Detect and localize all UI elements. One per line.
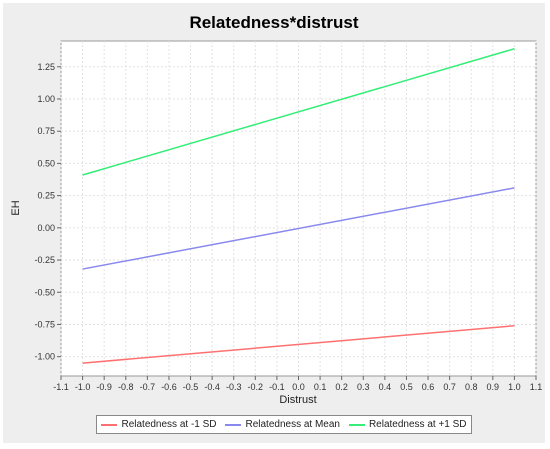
y-tick-label: -0.25 xyxy=(34,255,55,265)
x-tick-label: 1.0 xyxy=(508,382,521,392)
x-tick-label: 0.6 xyxy=(422,382,435,392)
legend-swatch xyxy=(101,423,118,426)
legend-label: Relatedness at -1 SD xyxy=(121,419,217,430)
legend-swatch xyxy=(225,423,242,426)
legend-item-1: Relatedness at Mean xyxy=(225,419,340,430)
y-axis-label: EH xyxy=(10,200,22,215)
x-tick-label: 1.1 xyxy=(530,382,543,392)
x-tick-label: 0.3 xyxy=(357,382,370,392)
x-tick-label: 0.8 xyxy=(465,382,478,392)
x-axis-label: Distrust xyxy=(279,394,316,406)
y-tick-label: 0.75 xyxy=(37,126,55,136)
x-tick-label: -1.0 xyxy=(75,382,91,392)
y-tick-label: -1.00 xyxy=(34,352,55,362)
chart-legend: Relatedness at -1 SD Relatedness at Mean R… xyxy=(96,415,472,434)
series-lines xyxy=(82,48,515,364)
series-line-2 xyxy=(82,48,515,176)
x-tick-label: -0.7 xyxy=(140,382,156,392)
y-tick-label: 0.25 xyxy=(37,191,55,201)
x-tick-label: 0.5 xyxy=(400,382,413,392)
x-tick-label: -0.8 xyxy=(118,382,134,392)
chart-svg: -1.1 -1.0 -0.9 -0.8 -0.7 -0.6 -0.5 -0.4 -0.3 -0.2… xyxy=(10,40,542,406)
y-tick-label: -0.75 xyxy=(34,319,55,329)
series-line-0 xyxy=(82,325,515,364)
x-tick-label: 0.7 xyxy=(443,382,456,392)
x-tick-label: -1.1 xyxy=(53,382,69,392)
chart-title: Relatedness*distrust xyxy=(189,13,359,32)
x-tick-label: -0.1 xyxy=(269,382,285,392)
legend-label: Relatedness at Mean xyxy=(245,419,340,430)
x-tick-label: -0.6 xyxy=(161,382,177,392)
y-tick-label: 1.00 xyxy=(37,94,55,104)
y-tick-label: 0.00 xyxy=(37,223,55,233)
axes: -1.1 -1.0 -0.9 -0.8 -0.7 -0.6 -0.5 -0.4 -0.3 -0.2… xyxy=(34,62,542,392)
x-tick-label: -0.9 xyxy=(96,382,112,392)
chart-frame: Relatedness*distrust -1.1 -1.0 -0.9 -0.8 -0.… xyxy=(3,3,545,443)
legend-item-2: Relatedness at +1 SD xyxy=(348,419,467,430)
legend-label: Relatedness at +1 SD xyxy=(368,419,467,430)
plot-area xyxy=(60,40,537,377)
x-tick-label: -0.3 xyxy=(226,382,242,392)
x-tick-label: -0.4 xyxy=(204,382,220,392)
legend-swatch xyxy=(348,423,365,426)
grid-lines xyxy=(60,41,537,376)
y-tick-label: 1.25 xyxy=(37,62,55,72)
legend-item-0: Relatedness at -1 SD xyxy=(101,419,217,430)
x-tick-label: 0.4 xyxy=(379,382,392,392)
series-line-1 xyxy=(82,187,515,270)
x-tick-label: -0.2 xyxy=(248,382,264,392)
x-tick-label: 0.1 xyxy=(314,382,327,392)
x-tick-label: -0.5 xyxy=(183,382,199,392)
x-tick-label: 0.0 xyxy=(292,382,305,392)
x-tick-label: 0.9 xyxy=(487,382,500,392)
y-tick-label: 0.50 xyxy=(37,158,55,168)
x-tick-label: 0.2 xyxy=(335,382,348,392)
y-tick-label: -0.50 xyxy=(34,287,55,297)
